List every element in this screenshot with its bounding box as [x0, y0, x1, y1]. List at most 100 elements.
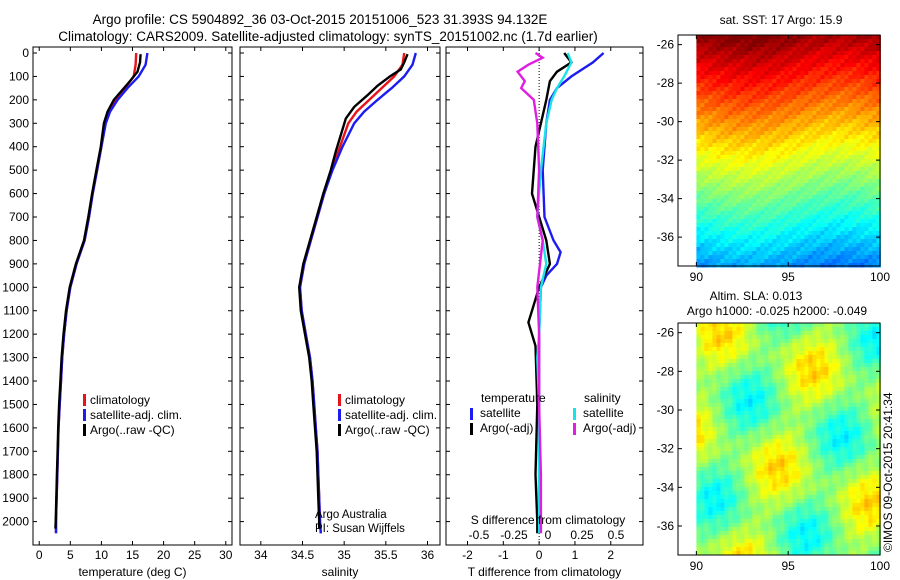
heat-cell — [752, 175, 757, 180]
heat-cell — [812, 179, 817, 184]
heat-cell — [760, 335, 765, 340]
heat-cell — [712, 423, 717, 428]
heat-cell — [848, 451, 853, 456]
heat-cell — [712, 419, 717, 424]
heat-cell — [716, 231, 721, 236]
heat-cell — [744, 219, 749, 224]
heat-cell — [796, 183, 801, 188]
heat-cell — [764, 35, 769, 40]
heat-cell — [820, 127, 825, 132]
heat-cell — [828, 487, 833, 492]
heat-cell — [708, 55, 713, 60]
heat-cell — [740, 383, 745, 388]
heat-cell — [760, 447, 765, 452]
heat-cell — [772, 499, 777, 504]
heat-cell — [852, 363, 857, 368]
heat-cell — [840, 183, 845, 188]
heat-cell — [868, 167, 873, 172]
heat-cell — [832, 211, 837, 216]
heat-cell — [868, 451, 873, 456]
heat-cell — [740, 35, 745, 40]
heat-cell — [788, 487, 793, 492]
heat-cell — [868, 171, 873, 176]
heat-cell — [720, 419, 725, 424]
heat-cell — [744, 239, 749, 244]
heat-cell — [768, 487, 773, 492]
heat-cell — [780, 139, 785, 144]
legend-title-salinity: salinity — [584, 391, 621, 405]
heat-cell — [788, 463, 793, 468]
heat-cell — [720, 79, 725, 84]
heat-cell — [848, 375, 853, 380]
x-tick-label: 25 — [188, 548, 202, 562]
heat-cell — [868, 387, 873, 392]
heat-cell — [768, 251, 773, 256]
heat-cell — [876, 247, 881, 252]
heat-cell — [740, 155, 745, 160]
heat-cell — [720, 147, 725, 152]
heat-cell — [784, 247, 789, 252]
heat-cell — [776, 223, 781, 228]
y-tick-label: -32 — [657, 153, 675, 167]
heat-cell — [756, 355, 761, 360]
heat-cell — [812, 451, 817, 456]
heat-cell — [796, 143, 801, 148]
heat-cell — [716, 475, 721, 480]
heat-cell — [716, 455, 721, 460]
heat-cell — [840, 67, 845, 72]
heat-cell — [820, 39, 825, 44]
heat-cell — [836, 359, 841, 364]
heat-cell — [764, 111, 769, 116]
heat-cell — [784, 167, 789, 172]
heat-cell — [836, 87, 841, 92]
heat-cell — [748, 367, 753, 372]
heat-cell — [728, 499, 733, 504]
heat-cell — [716, 263, 721, 268]
heat-cell — [824, 63, 829, 68]
heat-cell — [848, 383, 853, 388]
heat-cell — [716, 459, 721, 464]
heat-cell — [764, 359, 769, 364]
heat-cell — [832, 391, 837, 396]
heat-cell — [844, 183, 849, 188]
heat-cell — [864, 435, 869, 440]
heat-cell — [732, 411, 737, 416]
heat-cell — [728, 103, 733, 108]
heat-cell — [752, 475, 757, 480]
heat-cell — [776, 99, 781, 104]
heat-cell — [796, 451, 801, 456]
heat-cell — [832, 55, 837, 60]
heat-cell — [832, 251, 837, 256]
heat-cell — [860, 427, 865, 432]
heat-cell — [868, 191, 873, 196]
heat-cell — [732, 35, 737, 40]
heat-cell — [864, 215, 869, 220]
heat-cell — [792, 379, 797, 384]
heat-cell — [820, 135, 825, 140]
heat-cell — [816, 51, 821, 56]
heat-cell — [704, 375, 709, 380]
heat-cell — [852, 187, 857, 192]
heat-cell — [732, 39, 737, 44]
heat-cell — [712, 367, 717, 372]
heat-cell — [848, 195, 853, 200]
heat-cell — [840, 211, 845, 216]
heat-cell — [768, 175, 773, 180]
heat-cell — [792, 115, 797, 120]
heat-cell — [772, 427, 777, 432]
heat-cell — [764, 203, 769, 208]
heat-cell — [864, 227, 869, 232]
heat-cell — [792, 139, 797, 144]
heat-cell — [860, 151, 865, 156]
heat-cell — [748, 451, 753, 456]
legend-swatch — [338, 409, 341, 421]
heat-cell — [784, 479, 789, 484]
heat-cell — [768, 263, 773, 268]
heat-cell — [824, 419, 829, 424]
heat-cell — [788, 175, 793, 180]
heat-cell — [856, 495, 861, 500]
heat-cell — [808, 343, 813, 348]
heat-cell — [788, 111, 793, 116]
heat-cell — [768, 355, 773, 360]
heat-cell — [736, 103, 741, 108]
